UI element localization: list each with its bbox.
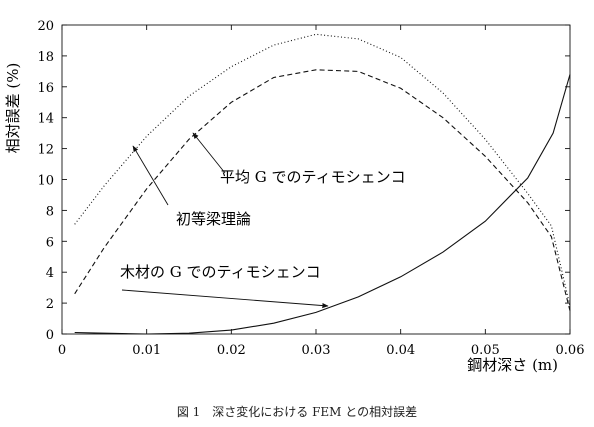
annotation-avg-g: 平均 G でのティモシェンコ bbox=[192, 132, 406, 186]
y-tick-label: 18 bbox=[37, 50, 54, 65]
y-tick-label: 14 bbox=[37, 112, 54, 127]
x-tick-label: 0.03 bbox=[302, 343, 331, 358]
annotation-arrow bbox=[121, 289, 329, 309]
annotation-label: 木材の G でのティモシェンコ bbox=[120, 263, 321, 281]
axis-ticks: 0 0.01 0.02 0.03 0.04 0.05 0.06 0 2 4 6 8 10 12 14 16 18… bbox=[37, 19, 584, 358]
y-tick-label: 12 bbox=[37, 143, 54, 158]
series-avg-g-timoshenko bbox=[74, 33, 571, 307]
x-axis-label: 鋼材深さ (m) bbox=[467, 356, 558, 374]
y-axis-label: 相対誤差 (%) bbox=[4, 63, 22, 154]
y-tick-label: 2 bbox=[46, 297, 54, 312]
y-tick-label: 16 bbox=[37, 81, 54, 96]
x-tick-label: 0.02 bbox=[217, 343, 246, 358]
y-tick-label: 20 bbox=[37, 19, 54, 34]
y-tick-label: 6 bbox=[46, 235, 54, 250]
series-elementary-beam bbox=[74, 69, 571, 311]
x-tick-label: 0.05 bbox=[471, 343, 500, 358]
annotation-arrow bbox=[192, 132, 226, 174]
annotation-elementary-beam: 初等梁理論 bbox=[132, 145, 251, 228]
annotation-arrow bbox=[132, 145, 169, 206]
annotation-label: 平均 G でのティモシェンコ bbox=[220, 168, 406, 186]
annotation-wood-g: 木材の G でのティモシェンコ bbox=[120, 263, 329, 309]
series-wood-g-timoshenko bbox=[74, 74, 571, 335]
figure-caption: 図 1 深さ変化における FEM との相対誤差 bbox=[176, 405, 418, 419]
y-tick-label: 10 bbox=[37, 174, 54, 189]
series-lines bbox=[74, 33, 571, 335]
x-tick-label: 0.06 bbox=[556, 343, 585, 358]
annotation-label: 初等梁理論 bbox=[176, 210, 251, 228]
y-tick-label: 8 bbox=[46, 204, 54, 219]
x-tick-label: 0.01 bbox=[132, 343, 161, 358]
y-tick-label: 0 bbox=[46, 328, 54, 343]
y-tick-label: 4 bbox=[46, 266, 54, 281]
x-tick-label: 0.04 bbox=[386, 343, 415, 358]
x-tick-label: 0 bbox=[58, 343, 66, 358]
